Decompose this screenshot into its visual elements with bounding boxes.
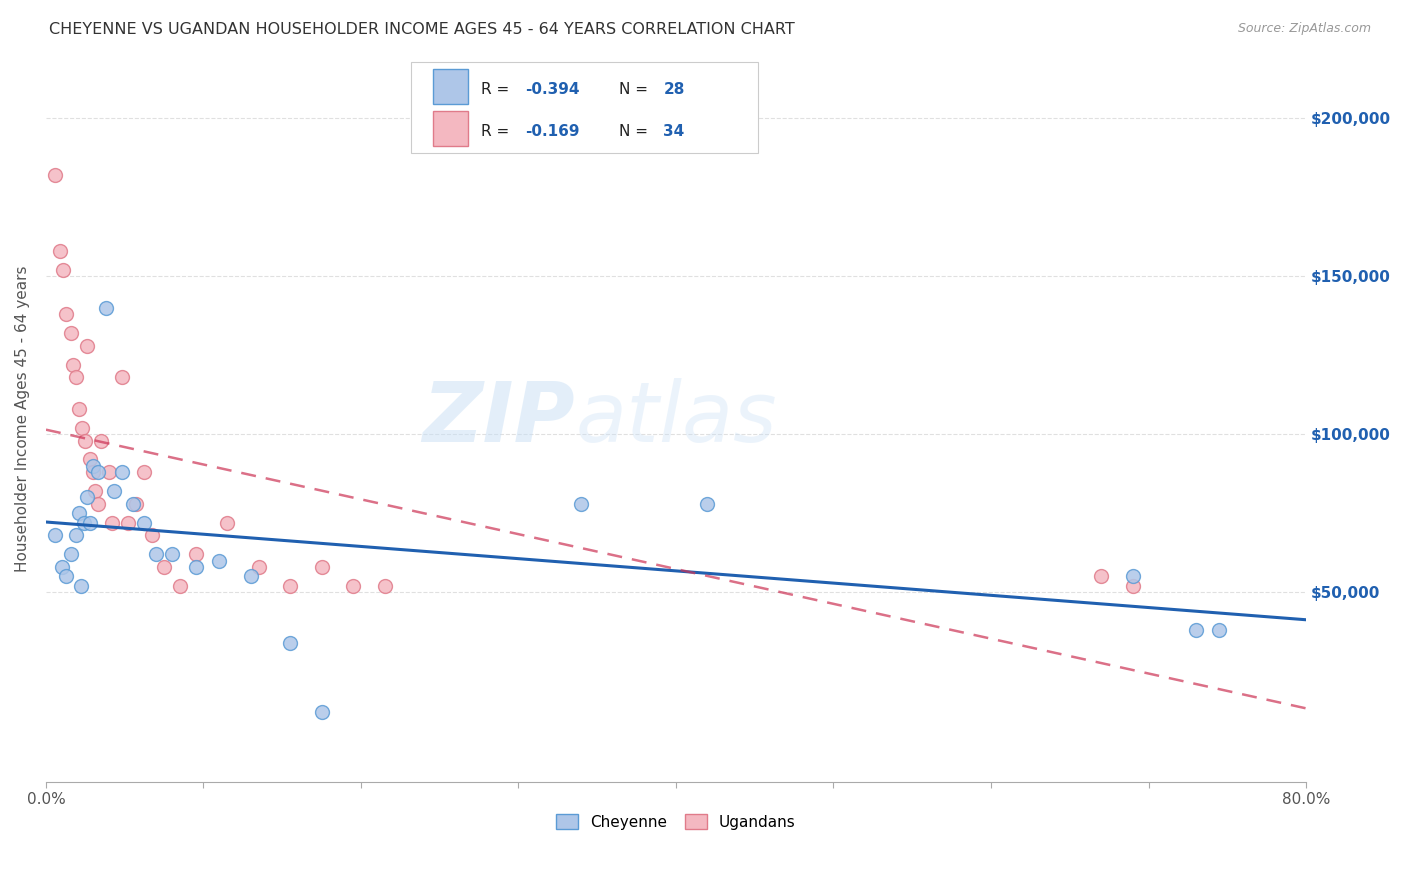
- Text: -0.394: -0.394: [524, 82, 579, 97]
- Point: [311, 559, 333, 574]
- Point: [76, 491, 98, 505]
- Text: R =: R =: [481, 124, 513, 139]
- Point: [87, 465, 110, 479]
- Point: [160, 547, 183, 561]
- Point: [1090, 569, 1112, 583]
- Point: [90, 434, 112, 448]
- Point: [184, 547, 207, 561]
- Text: ZIP: ZIP: [423, 378, 575, 458]
- Bar: [433, 69, 468, 104]
- Point: [55, 569, 77, 583]
- Y-axis label: Householder Income Ages 45 - 64 years: Householder Income Ages 45 - 64 years: [15, 265, 30, 572]
- Point: [1208, 623, 1230, 637]
- Legend: Cheyenne, Ugandans: Cheyenne, Ugandans: [550, 808, 801, 836]
- Point: [44, 528, 66, 542]
- Point: [62, 358, 84, 372]
- Point: [69, 579, 91, 593]
- Text: 28: 28: [664, 82, 685, 97]
- Text: atlas: atlas: [575, 378, 776, 458]
- Point: [125, 497, 148, 511]
- Point: [311, 705, 333, 719]
- Point: [101, 516, 124, 530]
- Point: [65, 370, 87, 384]
- Point: [60, 326, 83, 340]
- Point: [1122, 579, 1144, 593]
- Point: [76, 339, 98, 353]
- Point: [696, 497, 718, 511]
- Point: [110, 370, 132, 384]
- Point: [184, 559, 207, 574]
- Point: [87, 497, 110, 511]
- Point: [117, 516, 139, 530]
- Point: [217, 516, 239, 530]
- Point: [65, 528, 87, 542]
- Text: 34: 34: [664, 124, 685, 139]
- Point: [247, 559, 270, 574]
- Point: [132, 516, 155, 530]
- Bar: [433, 111, 468, 145]
- Point: [82, 465, 104, 479]
- Point: [79, 516, 101, 530]
- Text: N =: N =: [619, 124, 654, 139]
- Point: [571, 497, 593, 511]
- Point: [208, 553, 231, 567]
- Point: [51, 559, 73, 574]
- Text: R =: R =: [481, 82, 513, 97]
- Point: [239, 569, 262, 583]
- Point: [98, 465, 121, 479]
- Point: [70, 421, 93, 435]
- Point: [67, 401, 90, 416]
- Point: [60, 547, 83, 561]
- Point: [278, 635, 301, 649]
- Point: [145, 547, 167, 561]
- Point: [52, 263, 75, 277]
- Point: [132, 465, 155, 479]
- Text: Source: ZipAtlas.com: Source: ZipAtlas.com: [1237, 22, 1371, 36]
- Text: CHEYENNE VS UGANDAN HOUSEHOLDER INCOME AGES 45 - 64 YEARS CORRELATION CHART: CHEYENNE VS UGANDAN HOUSEHOLDER INCOME A…: [49, 22, 794, 37]
- Text: N =: N =: [619, 82, 654, 97]
- Point: [278, 579, 301, 593]
- Point: [374, 579, 396, 593]
- Point: [153, 559, 176, 574]
- Point: [342, 579, 364, 593]
- Point: [103, 484, 125, 499]
- Point: [83, 484, 105, 499]
- Point: [55, 307, 77, 321]
- Point: [73, 516, 96, 530]
- Point: [94, 301, 117, 315]
- Point: [1184, 623, 1206, 637]
- Point: [110, 465, 132, 479]
- Point: [169, 579, 191, 593]
- Point: [44, 168, 66, 182]
- FancyBboxPatch shape: [412, 62, 758, 153]
- Point: [49, 244, 72, 258]
- Point: [121, 497, 143, 511]
- Point: [141, 528, 163, 542]
- Point: [75, 434, 97, 448]
- Point: [82, 458, 104, 473]
- Point: [1122, 569, 1144, 583]
- Point: [79, 452, 101, 467]
- Text: -0.169: -0.169: [524, 124, 579, 139]
- Point: [67, 506, 90, 520]
